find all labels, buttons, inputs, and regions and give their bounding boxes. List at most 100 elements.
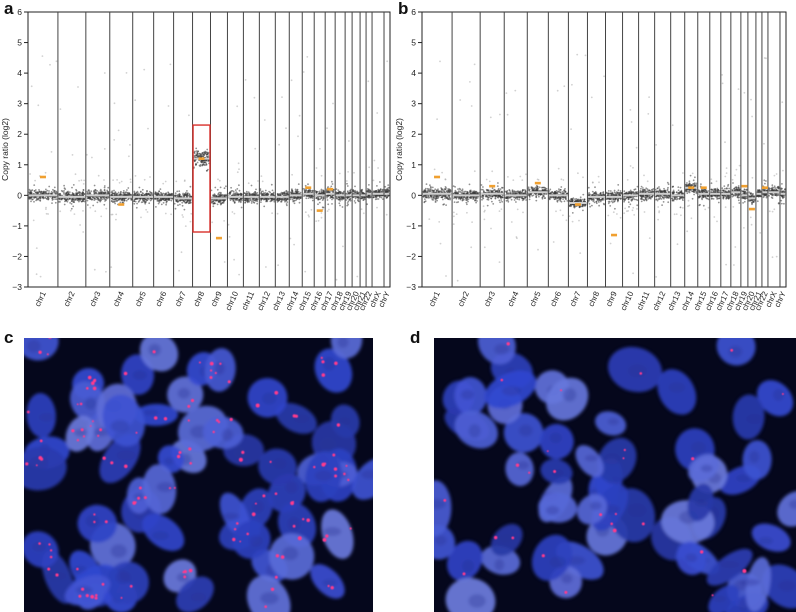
scatter-point: [136, 202, 139, 205]
scatter-point: [330, 185, 333, 188]
scatter-point: [320, 216, 323, 219]
scatter-point: [564, 191, 566, 194]
scatter-point: [79, 224, 81, 226]
scatter-point: [248, 193, 251, 196]
scatter-point: [117, 194, 120, 197]
scatter-point: [552, 196, 555, 199]
scatter-point: [165, 194, 168, 197]
scatter-point: [93, 184, 96, 187]
scatter-point: [436, 118, 438, 121]
scatter-point: [205, 163, 208, 166]
scatter-point: [375, 189, 378, 192]
scatter-point: [368, 196, 371, 199]
scatter-point: [246, 192, 249, 195]
scatter-point: [169, 63, 172, 66]
scatter-point: [453, 215, 455, 218]
scatter-point: [320, 174, 323, 177]
scatter-point: [368, 166, 371, 169]
scatter-point: [96, 197, 99, 200]
scatter-point: [366, 190, 369, 193]
scatter-point: [29, 173, 31, 175]
scatter-point: [201, 160, 204, 163]
scatter-point: [565, 219, 568, 222]
scatter-point: [200, 153, 202, 156]
y-tick-label: 5: [17, 38, 22, 48]
scatter-point: [64, 200, 66, 203]
scatter-point: [582, 176, 584, 179]
scatter-point: [247, 182, 250, 185]
scatter-point: [579, 199, 582, 202]
scatter-point: [33, 200, 35, 203]
scatter-point: [445, 204, 447, 207]
scatter-point: [380, 196, 383, 199]
scatter-point: [584, 54, 587, 57]
scatter-point: [233, 212, 236, 215]
scatter-point: [345, 192, 348, 195]
scatter-point: [65, 199, 68, 201]
scatter-point: [469, 81, 471, 83]
scatter-point: [188, 199, 191, 202]
scatter-point: [297, 183, 300, 186]
scatter-point: [473, 170, 476, 173]
scatter-point: [74, 199, 76, 202]
scatter-point: [127, 198, 130, 200]
scatter-point: [474, 197, 477, 200]
scatter-point: [53, 189, 56, 192]
scatter-point: [63, 184, 65, 187]
scatter-point: [164, 199, 167, 201]
scatter-point: [122, 191, 125, 194]
scatter-point: [95, 191, 97, 194]
plot-frame: [421, 11, 787, 288]
scatter-point: [53, 186, 56, 189]
scatter-point: [119, 191, 122, 194]
scatter-point: [527, 187, 530, 190]
scatter-point: [36, 191, 39, 194]
scatter-point: [422, 195, 425, 198]
scatter-point: [308, 195, 311, 198]
scatter-point: [379, 181, 381, 183]
scatter-point: [524, 189, 526, 191]
scatter-point: [236, 199, 238, 202]
scatter-point: [456, 279, 459, 282]
scatter-point: [214, 186, 217, 189]
scatter-point: [516, 208, 519, 211]
scatter-point: [354, 201, 357, 204]
scatter-point: [217, 178, 219, 181]
scatter-point: [203, 163, 205, 166]
scatter-point: [120, 180, 123, 183]
scatter-point: [234, 189, 237, 192]
scatter-point: [291, 192, 294, 195]
scatter-point: [68, 191, 71, 194]
scatter-point: [236, 105, 239, 108]
scatter-point: [183, 179, 186, 182]
scatter-point: [103, 203, 106, 206]
scatter-point: [499, 188, 502, 191]
scatter-point: [444, 197, 446, 200]
scatter-point: [119, 193, 122, 195]
scatter-point: [206, 148, 209, 151]
scatter-point: [474, 199, 477, 202]
scatter-point: [498, 199, 501, 202]
scatter-point: [138, 193, 141, 196]
scatter-point: [326, 210, 329, 213]
scatter-point: [468, 183, 471, 186]
scatter-point: [439, 60, 441, 63]
scatter-point: [335, 197, 338, 200]
scatter-point: [143, 193, 146, 196]
scatter-point: [441, 171, 443, 174]
scatter-point: [94, 210, 97, 213]
scatter-point: [110, 266, 113, 268]
scatter-point: [506, 199, 509, 202]
scatter-point: [173, 202, 176, 205]
scatter-point: [521, 179, 524, 182]
scatter-point: [129, 193, 131, 196]
scatter-point: [304, 270, 307, 273]
scatter-point: [486, 204, 489, 207]
scatter-point: [123, 193, 126, 196]
scatter-point: [489, 116, 492, 119]
scatter-point: [83, 179, 85, 182]
scatter-point: [562, 179, 565, 181]
scatter-point: [146, 194, 149, 196]
scatter-point: [331, 196, 334, 199]
scatter-point: [337, 192, 339, 195]
